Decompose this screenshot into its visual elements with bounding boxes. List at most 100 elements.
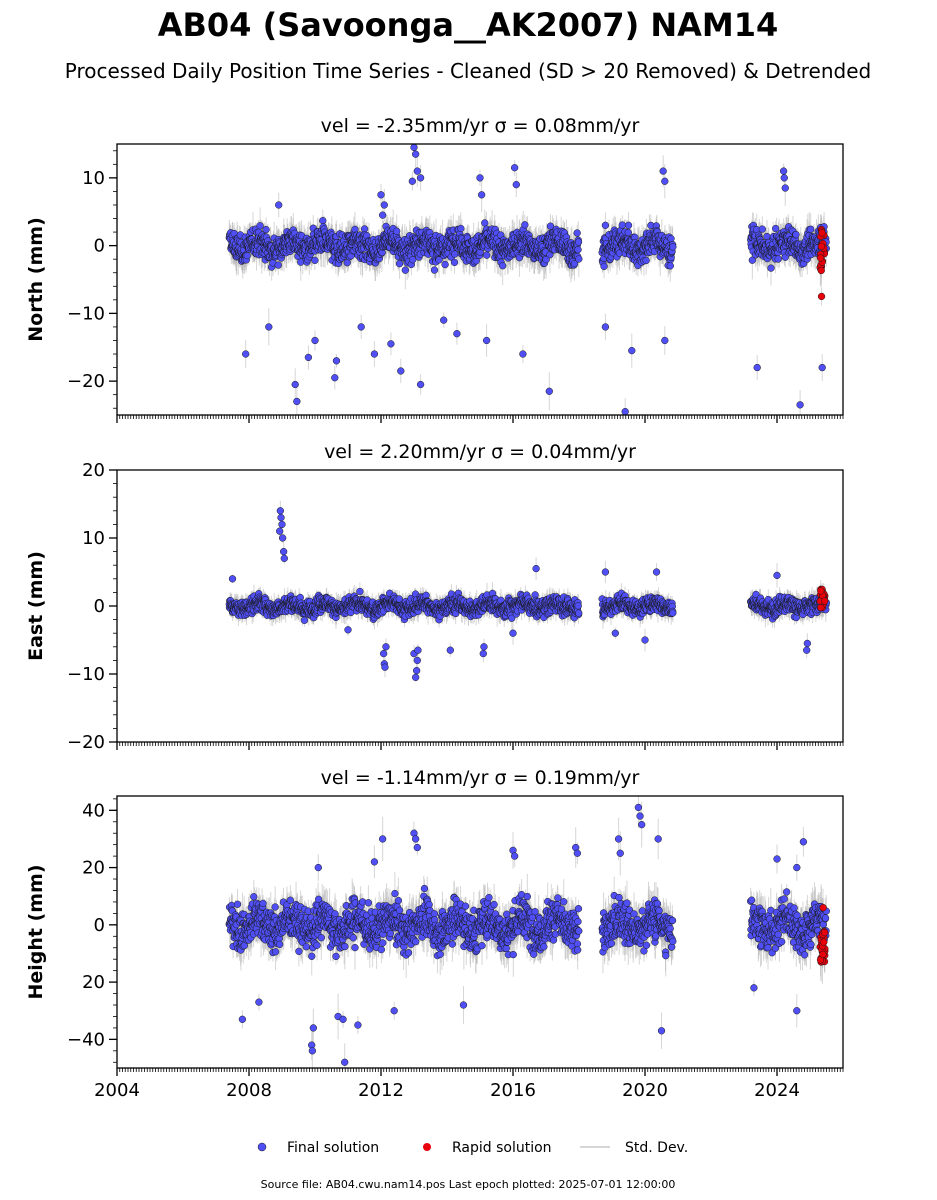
rapid-solution-points: [816, 225, 829, 301]
final-point: [377, 191, 385, 199]
final-point: [450, 258, 459, 267]
final-point: [357, 323, 365, 331]
final-point: [397, 367, 405, 375]
y-tick-label: −10: [67, 303, 105, 324]
y-tick-label: 0: [94, 236, 105, 257]
final-point: [304, 353, 313, 362]
final-point: [478, 191, 486, 199]
final-point: [416, 380, 425, 389]
final-point: [621, 407, 629, 415]
final-point: [574, 238, 583, 246]
final-point: [275, 201, 283, 209]
final-point: [511, 164, 519, 172]
final-point: [412, 150, 420, 158]
final-point: [332, 357, 341, 365]
final-solution-points: [225, 144, 830, 415]
final-point: [291, 380, 299, 389]
final-point: [379, 211, 387, 219]
final-point: [575, 255, 583, 263]
final-point: [767, 264, 775, 272]
final-point: [410, 144, 418, 152]
final-point: [360, 225, 369, 233]
final-point: [618, 221, 626, 229]
plot-area: [225, 500, 830, 682]
final-point: [780, 174, 788, 182]
final-point: [265, 323, 273, 331]
y-axis-label: North (mm): [25, 217, 47, 342]
final-point: [781, 184, 789, 192]
final-point: [545, 387, 553, 395]
final-point: [659, 167, 667, 175]
final-point: [600, 262, 608, 271]
stddev-bars: [228, 500, 827, 682]
final-point: [387, 340, 395, 348]
final-point: [521, 221, 529, 229]
final-point: [661, 336, 669, 345]
final-point: [669, 243, 677, 251]
final-point: [483, 251, 491, 259]
final-point: [661, 177, 669, 185]
final-point: [482, 336, 491, 345]
final-point: [435, 256, 443, 264]
panel-title: vel = 2.20mm/yr σ = 0.04mm/yr: [324, 441, 636, 463]
final-point: [512, 181, 520, 189]
final-point: [758, 225, 766, 233]
final-point: [413, 167, 421, 175]
rapid-point: [817, 242, 826, 251]
rapid-point: [816, 254, 825, 262]
final-point: [499, 262, 507, 270]
final-point: [481, 219, 489, 227]
final-point: [243, 251, 251, 260]
final-point: [642, 256, 650, 265]
final-point: [601, 221, 610, 229]
final-point: [408, 177, 417, 185]
final-point: [601, 323, 610, 331]
final-point: [395, 260, 404, 268]
final-point: [574, 246, 582, 254]
plot-area: [225, 144, 830, 415]
final-point: [771, 224, 780, 233]
final-point: [409, 256, 417, 264]
final-point: [256, 222, 264, 230]
figure-subtitle: Processed Daily Position Time Series - C…: [65, 59, 871, 83]
final-point: [667, 234, 675, 243]
final-point: [380, 201, 388, 209]
final-point: [451, 250, 459, 258]
panel-title: vel = -2.35mm/yr σ = 0.08mm/yr: [321, 115, 640, 137]
final-point: [242, 350, 250, 358]
rapid-point: [817, 266, 825, 275]
stddev-bars: [228, 144, 827, 415]
final-point: [624, 228, 632, 237]
final-point: [570, 260, 579, 268]
final-point: [453, 330, 461, 338]
panels: vel = -2.35mm/yr σ = 0.08mm/yr North (mm)…: [25, 115, 844, 1101]
final-point: [796, 401, 804, 409]
final-point: [440, 316, 448, 324]
final-point: [666, 262, 674, 270]
final-point: [430, 266, 439, 274]
final-point: [779, 167, 788, 175]
panel-north: vel = -2.35mm/yr σ = 0.08mm/yr North (mm)…: [25, 115, 844, 423]
final-point: [748, 256, 756, 264]
y-axis-label: East (mm): [25, 551, 47, 661]
final-point: [774, 255, 782, 263]
final-point: [293, 397, 301, 406]
final-point: [311, 256, 319, 265]
final-point: [262, 225, 270, 234]
final-point: [519, 350, 527, 358]
final-point: [441, 260, 449, 269]
rapid-point: [818, 229, 826, 237]
final-point: [542, 256, 550, 264]
rapid-point: [817, 292, 826, 301]
final-point: [311, 336, 319, 345]
final-point: [753, 363, 761, 372]
final-point: [476, 174, 484, 182]
final-point: [331, 374, 339, 382]
final-point: [370, 350, 379, 358]
final-point: [628, 346, 636, 355]
y-tick-label: −20: [67, 371, 105, 392]
final-point: [274, 261, 282, 269]
final-point: [818, 363, 826, 372]
